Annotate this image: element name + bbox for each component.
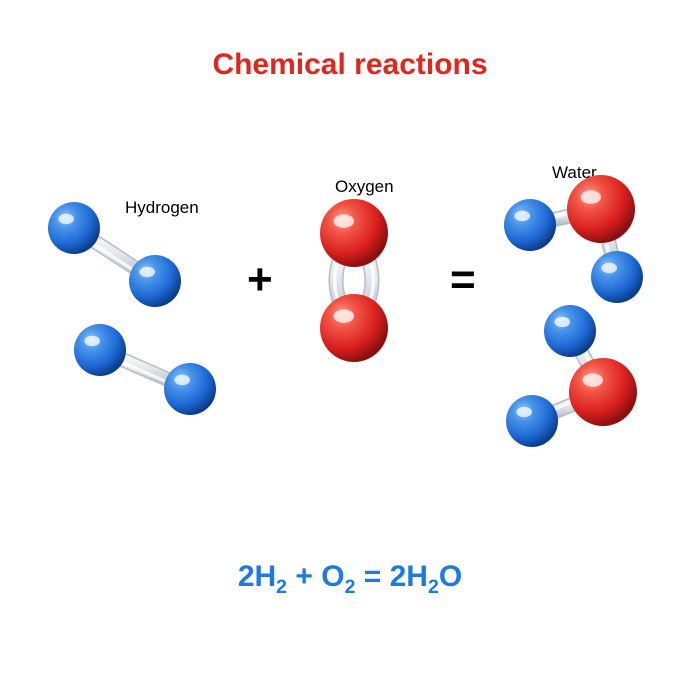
label-oxygen: Oxygen [335, 177, 394, 197]
diagram-title: Chemical reactions [0, 48, 700, 82]
equals-operator: = [450, 258, 476, 302]
label-water: Water [552, 163, 597, 183]
diagram-canvas: Chemical reactions Hydrogen Oxygen Water… [0, 0, 700, 700]
label-hydrogen: Hydrogen [125, 198, 199, 218]
plus-operator: + [247, 258, 273, 302]
equation-text: 2H2 + O2 = 2H2O [0, 560, 700, 599]
